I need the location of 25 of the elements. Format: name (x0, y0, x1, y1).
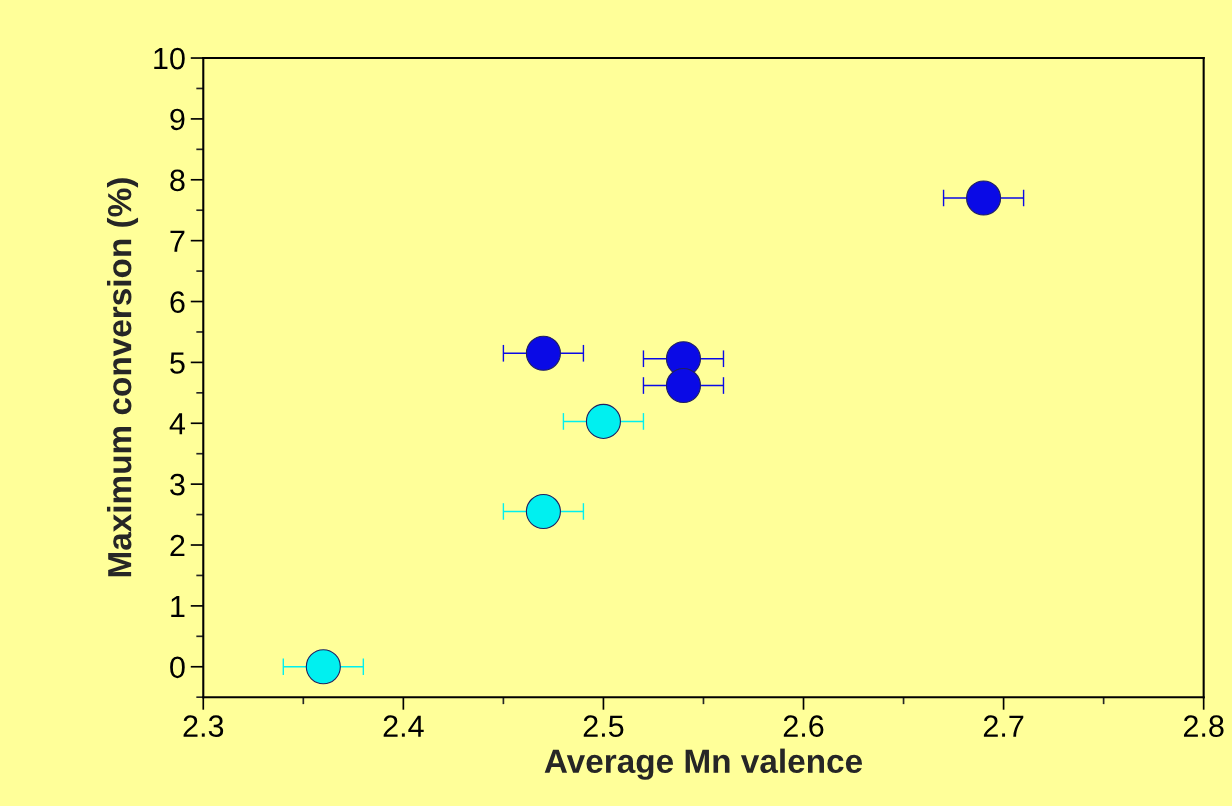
point (585, 403, 621, 440)
x-tick-label: 2.6 (783, 715, 824, 737)
x-tick-label: 2.7 (983, 715, 1024, 737)
point (305, 649, 341, 685)
y-tick-label: 1 (171, 595, 185, 617)
y-tick-label: 2 (170, 534, 185, 557)
x-tick-label: 2.4 (383, 715, 424, 737)
y-tick-label: 0 (170, 656, 185, 679)
y-tick-label: 9 (170, 108, 185, 131)
x-tick-label: 2.5 (583, 715, 624, 737)
x-tick-label: 2.3 (183, 715, 224, 737)
y-tick-label: 6 (170, 291, 185, 313)
y-axis-title: Maximum conversion (%) (106, 178, 139, 577)
y-tick-label: 7 (170, 230, 185, 252)
x-tick-label: 2.8 (1183, 715, 1224, 737)
x-axis-title: Average Mn valence (544, 748, 862, 780)
y-tick-label: 10 (154, 47, 185, 70)
y-tick-label: 4 (169, 413, 186, 435)
point (525, 493, 561, 530)
point (525, 335, 561, 371)
y-tick-label: 3 (170, 473, 185, 496)
point (665, 367, 702, 404)
y-tick-label: 5 (170, 352, 185, 374)
point (966, 180, 1002, 216)
y-tick-label: 8 (170, 169, 185, 192)
